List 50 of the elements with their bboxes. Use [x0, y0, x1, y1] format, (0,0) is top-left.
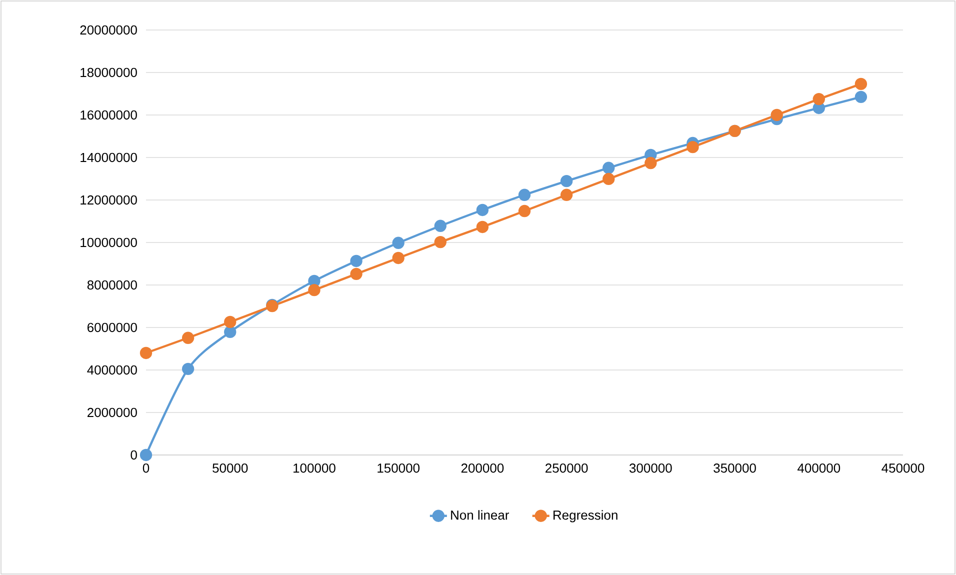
point: [560, 174, 573, 188]
point: [518, 188, 531, 201]
point: [140, 448, 152, 462]
point: [602, 172, 615, 186]
legend-label: Regression: [554, 510, 618, 522]
x-tick-label: 200000: [461, 464, 504, 473]
point: [224, 316, 236, 328]
x-tick-label: 450000: [882, 464, 924, 473]
y-tick-label: 4000000: [87, 365, 137, 375]
x-tick-label: 300000: [629, 464, 672, 473]
y-tick-label: 16000000: [80, 110, 137, 120]
y-tick-label: 10000000: [80, 238, 137, 248]
point: [602, 162, 615, 174]
x-tick-label: 100000: [294, 464, 336, 473]
point: [140, 346, 152, 360]
point: [350, 254, 362, 268]
point: [812, 92, 825, 106]
point: [560, 188, 573, 201]
point: [686, 140, 699, 154]
legend-label: Non linear: [451, 510, 510, 520]
point: [350, 268, 362, 280]
point: [308, 284, 320, 296]
y-tick-label: 2000000: [88, 408, 137, 418]
x-tick-label: 250000: [546, 464, 588, 473]
point: [476, 204, 489, 216]
point: [770, 108, 783, 122]
y-tick-label: 6000000: [88, 322, 137, 332]
point: [644, 156, 657, 170]
point: [854, 78, 868, 90]
y-tick-label: 18000000: [80, 68, 137, 78]
x-tick-label: 0: [142, 464, 150, 473]
point: [434, 236, 446, 248]
point: [854, 90, 868, 104]
point: [224, 326, 236, 338]
x-tick-label: 350000: [714, 464, 756, 473]
y-tick-label: 0: [130, 450, 137, 460]
x-tick-label: 50000: [212, 464, 248, 473]
point: [182, 332, 194, 344]
x-tick-label: 400000: [798, 464, 840, 473]
point: [392, 236, 404, 250]
y-tick-label: 8000000: [87, 280, 137, 290]
x-tick-label: 150000: [378, 464, 420, 473]
y-tick-label: 20000000: [80, 25, 137, 35]
point: [182, 362, 194, 376]
point: [476, 220, 489, 234]
y-tick-label: 12000000: [80, 195, 137, 205]
y-tick-label: 14000000: [80, 152, 137, 162]
point: [434, 220, 446, 232]
point: [392, 252, 404, 264]
point: [518, 204, 531, 218]
